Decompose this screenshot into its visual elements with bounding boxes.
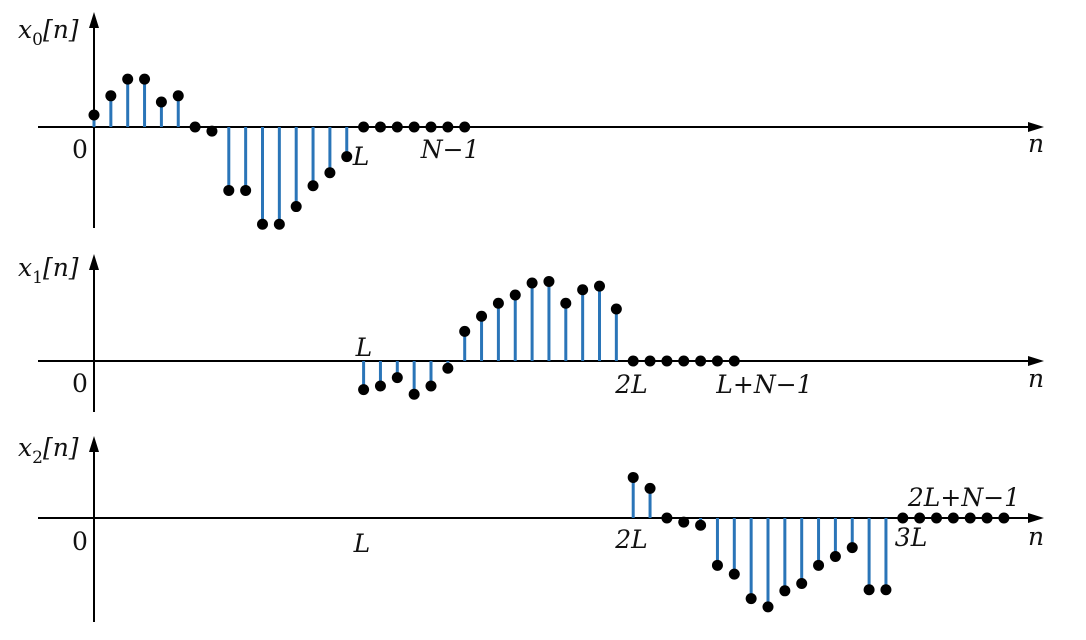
sample-dot: [762, 601, 774, 613]
sample-dot: [122, 73, 134, 85]
sample-dot: [358, 121, 370, 133]
amplitude-axis-arrow-icon: [89, 436, 99, 452]
index-marker-label: 3L: [895, 523, 928, 552]
sample-dot: [931, 512, 942, 524]
sample-dot: [341, 151, 353, 163]
sample-dot: [374, 380, 386, 392]
sample-dot: [273, 218, 285, 230]
sample-dot: [476, 310, 488, 322]
sample-dot: [981, 512, 993, 524]
sample-dot: [155, 96, 167, 108]
sample-dot: [324, 167, 336, 179]
index-marker-label: L: [355, 333, 373, 362]
sample-dot: [374, 121, 386, 133]
sample-dot: [560, 297, 572, 309]
n-axis-arrow-icon: [1028, 122, 1044, 132]
sample-dot: [240, 184, 252, 196]
sample-dot: [644, 355, 656, 367]
n-axis-label: n: [1028, 522, 1044, 551]
sample-dot: [408, 121, 420, 133]
sample-dot: [459, 121, 471, 133]
sample-dot: [492, 297, 504, 309]
sample-dot: [223, 184, 235, 196]
sample-dot: [711, 355, 723, 367]
sample-dot: [543, 275, 555, 287]
n-axis-arrow-icon: [1028, 356, 1044, 366]
origin-label: 0: [72, 369, 88, 398]
sample-dot: [880, 584, 892, 596]
sample-dot: [627, 471, 639, 483]
sample-dot: [964, 512, 976, 524]
index-marker-label: L: [352, 142, 370, 171]
signal-panel-x2: x2[n] 0 n L 2L 3L 2L+N−1: [18, 433, 1044, 622]
sample-dot: [358, 384, 370, 396]
sample-dot: [459, 325, 471, 337]
index-marker-label: 2L: [614, 525, 648, 554]
sample-dot: [711, 559, 723, 571]
sample-dot: [728, 355, 740, 367]
n-axis-arrow-icon: [1028, 513, 1044, 523]
sample-dot: [88, 109, 100, 121]
sample-dot: [644, 482, 656, 494]
sample-dot: [172, 90, 184, 102]
sample-dot: [661, 512, 673, 524]
n-axis-label: n: [1028, 129, 1044, 158]
sample-dot: [526, 277, 538, 289]
sample-dot: [442, 121, 454, 133]
sample-dot: [813, 559, 825, 571]
sample-dot: [105, 90, 117, 102]
sample-dot: [779, 585, 791, 597]
sample-dot: [695, 519, 707, 531]
sample-dot: [307, 180, 319, 192]
sample-dot: [594, 280, 605, 292]
sample-dot: [610, 303, 622, 315]
sample-dot: [425, 380, 437, 392]
sample-dot: [695, 355, 707, 367]
index-marker-label: 2L+N−1: [907, 483, 1020, 512]
sample-dot: [678, 355, 690, 367]
sample-dot: [425, 121, 437, 133]
sample-dot: [577, 284, 589, 296]
sample-dot: [442, 362, 454, 374]
sample-dot: [897, 512, 909, 524]
sample-dot: [829, 550, 841, 562]
signal-label: x2[n]: [18, 433, 79, 468]
signal-label: x0[n]: [18, 15, 79, 50]
sample-dot: [947, 512, 959, 524]
index-marker-label: 2L: [614, 370, 648, 399]
sample-dot: [257, 218, 268, 230]
index-marker-label: L: [353, 529, 371, 558]
sample-dot: [290, 201, 302, 213]
sample-dot: [139, 73, 151, 85]
amplitude-axis-arrow-icon: [89, 12, 99, 28]
index-marker-label: N−1: [420, 135, 480, 164]
sample-dot: [206, 125, 218, 137]
sample-dot: [391, 121, 403, 133]
origin-label: 0: [72, 135, 88, 164]
signal-label: x1[n]: [18, 253, 79, 288]
origin-label: 0: [72, 527, 88, 556]
n-axis-label: n: [1028, 364, 1044, 393]
sample-dot: [846, 542, 858, 554]
sample-dot: [509, 289, 521, 301]
sample-dot: [678, 516, 690, 528]
sample-dot: [863, 584, 875, 596]
index-marker-label: L+N−1: [715, 370, 812, 399]
sample-dot: [745, 593, 757, 605]
sample-dot: [728, 568, 740, 580]
signal-panel-x1: x1[n] 0 n L 2L L+N−1: [18, 253, 1044, 412]
sample-dot: [391, 372, 403, 384]
sample-dot: [914, 512, 926, 524]
signal-panel-x0: x0[n] 0 n L N−1: [18, 12, 1044, 230]
amplitude-axis-arrow-icon: [89, 254, 99, 270]
sample-dot: [998, 512, 1010, 524]
sample-dot: [189, 121, 201, 133]
sample-dot: [627, 355, 639, 367]
sample-dot: [408, 388, 420, 400]
sample-dot: [661, 355, 673, 367]
sample-dot: [796, 578, 808, 590]
